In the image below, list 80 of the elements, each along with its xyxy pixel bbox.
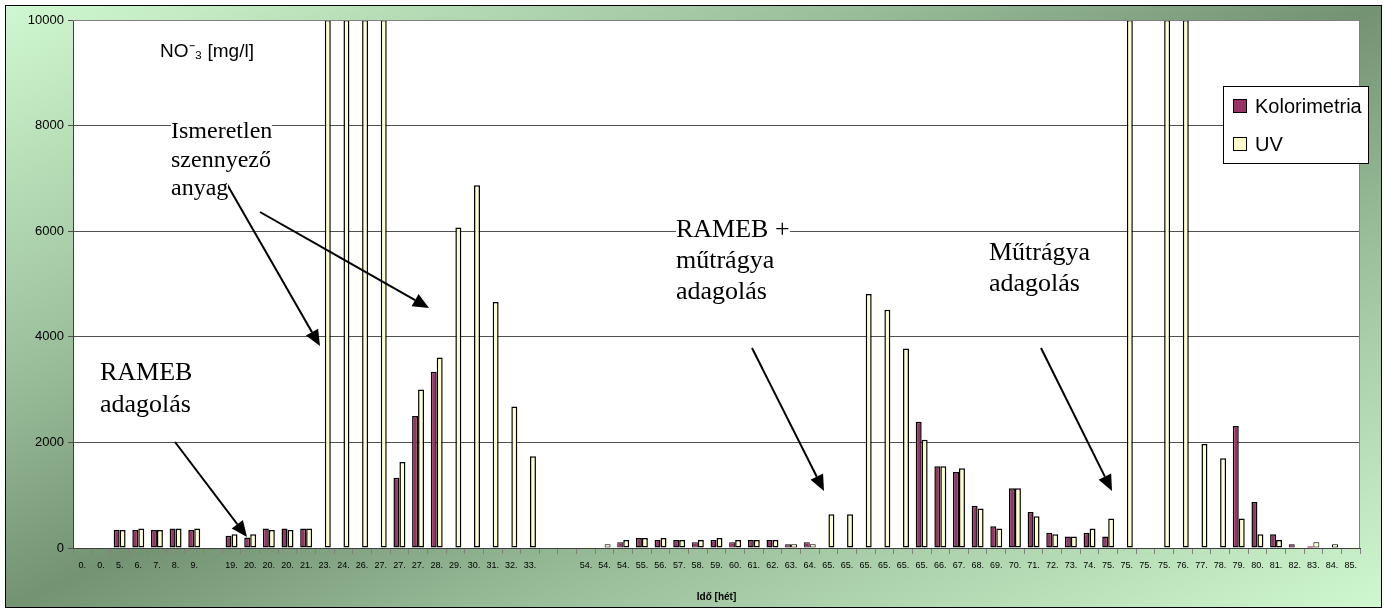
x-tick-label: 9.: [190, 559, 198, 570]
x-tick-label: 64.: [803, 559, 817, 570]
legend-label: Kolorimetria: [1255, 94, 1362, 118]
x-tick-label: 71.: [1027, 559, 1040, 570]
x-tick-label: 79.: [1232, 559, 1246, 570]
x-tick-label: 60.: [728, 559, 742, 570]
x-tick-label: 77.: [1195, 559, 1208, 570]
x-tick-label: 58.: [691, 559, 705, 570]
x-tick-label: 33.: [523, 559, 537, 570]
x-tick-label: 80.: [1251, 559, 1264, 570]
x-tick-label: 85.: [1344, 559, 1357, 570]
x-tick-label: 59.: [710, 559, 723, 570]
x-tick-label: 75.: [1157, 559, 1171, 570]
x-tick-label: 54.: [579, 559, 593, 570]
x-tick-label: 62.: [766, 559, 779, 570]
x-tick-label: 75.: [1139, 559, 1152, 570]
x-tick-label: 30.: [467, 559, 481, 570]
x-tick-label: 68.: [971, 559, 984, 570]
x-tick-label: 75.: [1120, 559, 1134, 570]
x-tick-label: 27.: [393, 559, 406, 570]
x-tick-label: 65.: [878, 559, 891, 570]
x-tick-label: 20.: [262, 559, 276, 570]
x-tick-label: 21.: [299, 559, 313, 570]
x-tick-label: 27.: [374, 559, 388, 570]
x-tick-label: 23.: [318, 559, 332, 570]
x-tick-label: 24.: [337, 559, 350, 570]
x-tick-label: 63.: [784, 559, 798, 570]
x-axis-title: Idő [hét]: [696, 590, 737, 602]
x-tick-label: 7.: [153, 559, 161, 570]
y-tick-label: 4000: [35, 328, 64, 344]
x-tick-label: 74.: [1083, 559, 1096, 570]
x-tick-label: 32.: [505, 559, 518, 570]
x-tick-label: 75.: [1101, 559, 1115, 570]
x-tick-label: 6.: [134, 559, 143, 570]
y-tick-label: 0: [56, 539, 64, 555]
x-tick-label: 31.: [486, 559, 499, 570]
x-tick-label: 84.: [1325, 559, 1339, 570]
x-tick-label: 76.: [1176, 559, 1190, 570]
annotation: Ismeretlen szennyező anyag: [171, 117, 273, 200]
x-tick-label: 56.: [654, 559, 667, 570]
x-tick-label: 20.: [281, 559, 294, 570]
x-tick-label: 27.: [411, 559, 425, 570]
x-tick-label: 67.: [952, 559, 966, 570]
annotation: Műtrágya adagolás: [989, 237, 1091, 297]
x-tick-label: 19.: [225, 559, 238, 570]
legend-label: UV: [1255, 132, 1283, 156]
x-tick-label: 54.: [598, 559, 611, 570]
x-tick-label: 5.: [115, 559, 124, 570]
annotation: RAMEB + műtrágya adagolás: [676, 214, 790, 305]
x-tick-label: 65.: [859, 559, 872, 570]
x-tick-label: 82.: [1288, 559, 1301, 570]
x-tick-label: 65.: [840, 559, 854, 570]
x-tick-label: 57.: [672, 559, 686, 570]
x-tick-label: 61.: [747, 559, 761, 570]
x-tick-label: 28.: [430, 559, 443, 570]
x-tick-label: 72.: [1045, 559, 1059, 570]
x-tick-label: 83.: [1307, 559, 1320, 570]
x-tick-label: 54.: [616, 559, 630, 570]
x-tick-label: 65.: [915, 559, 928, 570]
x-tick-label: 29.: [449, 559, 462, 570]
x-tick-label: 0.: [97, 559, 105, 570]
y-axis-title: NO⁻₃ [mg/l]: [160, 40, 254, 62]
x-tick-label: 81.: [1269, 559, 1283, 570]
y-tick-label: 6000: [35, 222, 64, 238]
x-tick-label: 65.: [822, 559, 835, 570]
x-tick-label: 0.: [78, 559, 87, 570]
x-tick-label: 8.: [171, 559, 180, 570]
x-tick-label: 70.: [1008, 559, 1022, 570]
x-tick-label: 73.: [1064, 559, 1078, 570]
x-tick-label: 55.: [635, 559, 649, 570]
x-tick-label: 66.: [934, 559, 947, 570]
y-tick-label: 10000: [27, 11, 64, 27]
y-tick-label: 2000: [35, 433, 64, 449]
annotation: RAMEB adagolás: [100, 357, 193, 418]
x-tick-label: 20.: [243, 559, 257, 570]
x-tick-label: 69.: [990, 559, 1003, 570]
x-tick-label: 65.: [896, 559, 910, 570]
x-tick-label: 26.: [355, 559, 369, 570]
y-tick-label: 8000: [35, 117, 64, 133]
x-tick-label: 78.: [1213, 559, 1227, 570]
